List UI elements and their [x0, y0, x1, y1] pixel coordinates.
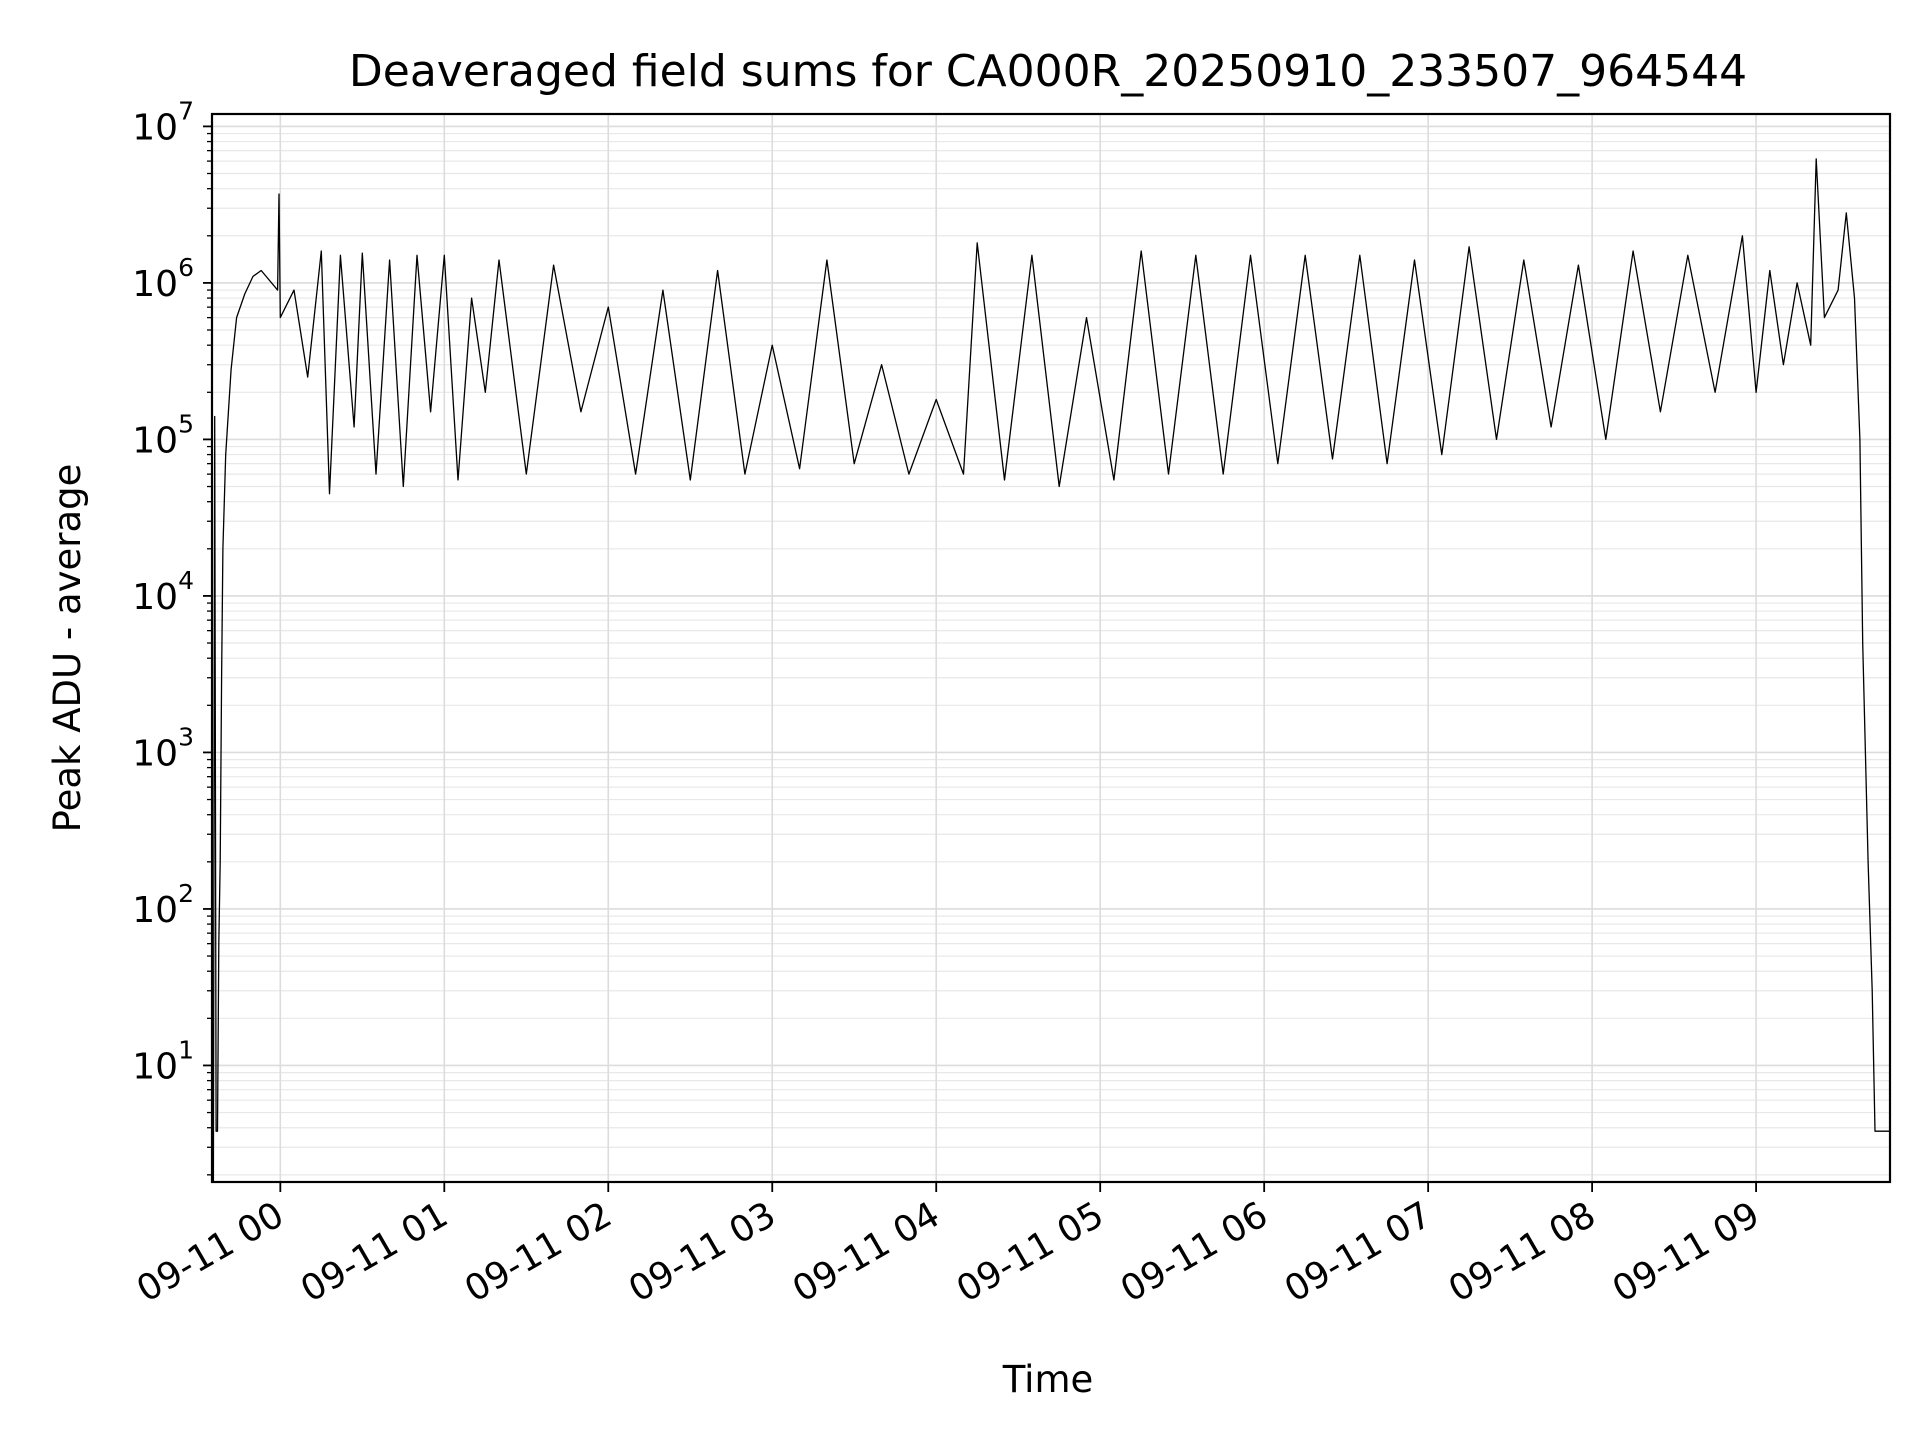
- y-axis-label: Peak ADU - average: [46, 464, 89, 833]
- y-tick-label: 105: [132, 409, 194, 461]
- y-tick-label: 101: [132, 1035, 194, 1087]
- x-tick-label: 09-11 03: [622, 1194, 783, 1310]
- x-axis: 09-11 00 09-11 01 09-11 02 09-11 03 09-11 04…: [130, 1182, 1767, 1311]
- x-tick-label: 09-11 05: [950, 1194, 1111, 1310]
- x-tick-label: 09-11 09: [1606, 1194, 1767, 1310]
- x-tick-label: 09-11 00: [130, 1194, 291, 1310]
- x-axis-label: Time: [1002, 1358, 1094, 1401]
- y-tick-label: 104: [132, 566, 194, 618]
- x-tick-label: 09-11 04: [786, 1194, 947, 1310]
- x-tick-label: 09-11 01: [294, 1194, 455, 1310]
- grid: [212, 114, 1890, 1182]
- y-tick-label: 103: [132, 722, 194, 774]
- x-tick-label: 09-11 02: [458, 1194, 619, 1310]
- y-tick-label: 102: [132, 879, 194, 931]
- x-tick-label: 09-11 07: [1278, 1194, 1439, 1310]
- x-tick-label: 09-11 08: [1442, 1194, 1603, 1310]
- x-tick-label: 09-11 06: [1114, 1194, 1275, 1310]
- y-tick-label: 106: [132, 253, 194, 305]
- chart-title: Deaveraged field sums for CA000R_2025091…: [349, 46, 1747, 97]
- plot-frame: [210, 112, 1892, 1184]
- series-line: [212, 158, 1890, 1183]
- y-axis: 101 102 103 104 105 106 107: [132, 96, 212, 1176]
- y-tick-label: 107: [132, 96, 194, 148]
